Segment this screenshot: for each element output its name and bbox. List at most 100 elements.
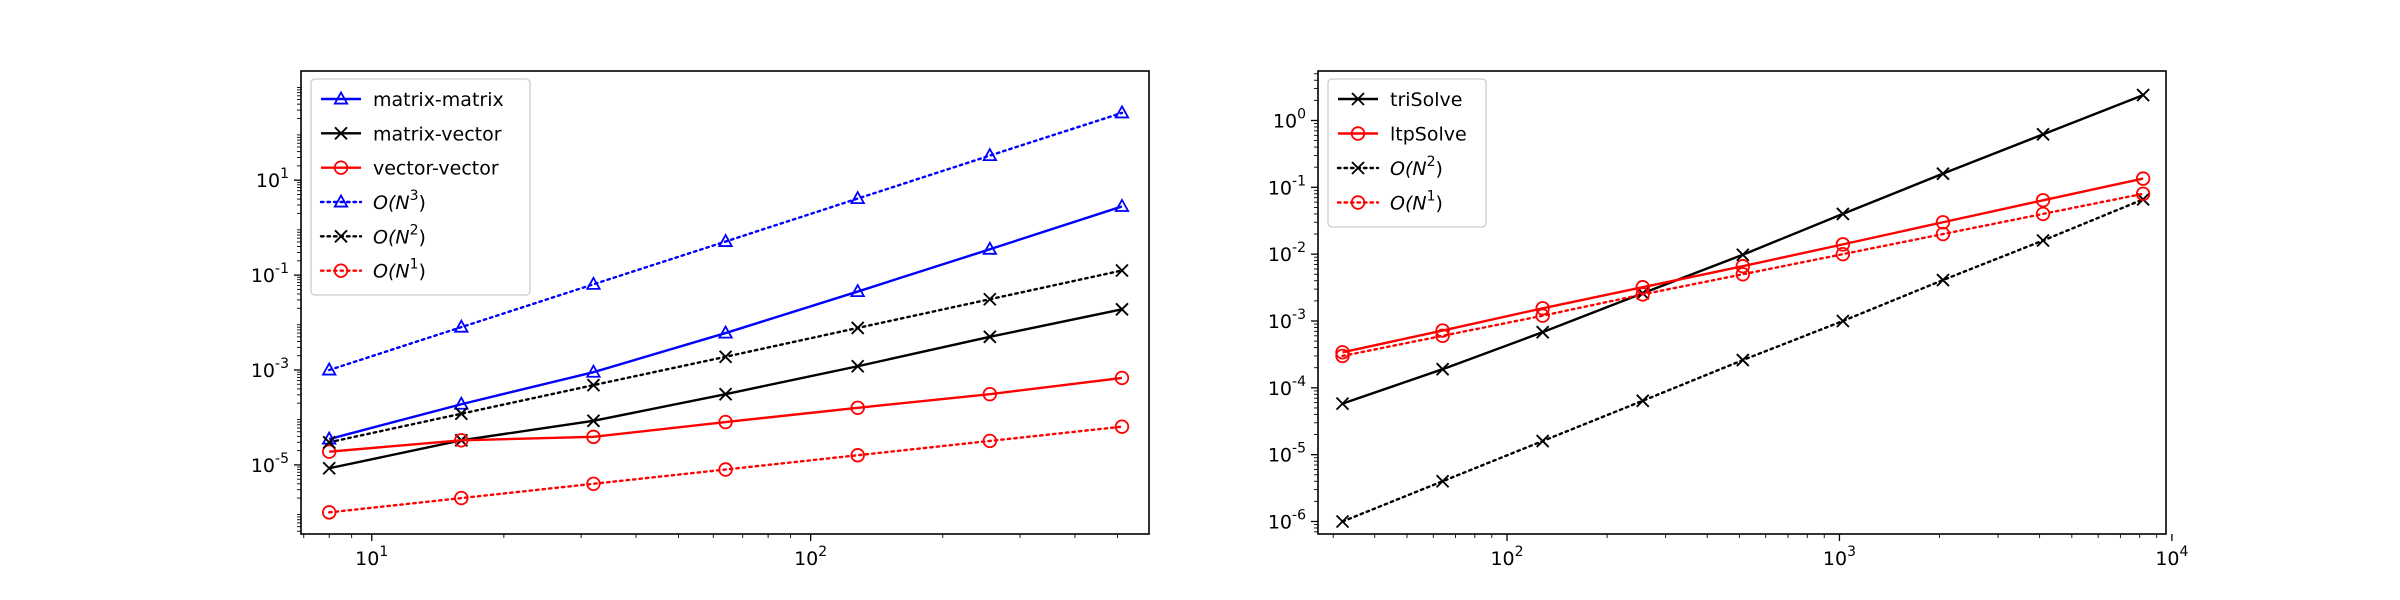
legend-entry: O(N1) (319, 257, 426, 283)
legend-marker (334, 229, 348, 244)
plot-area (321, 104, 1130, 520)
data-point (2036, 233, 2050, 248)
legend-label: vector-vector (373, 158, 499, 180)
data-point (982, 147, 998, 162)
data-point (322, 435, 336, 449)
x-tick-label: 103 (1823, 544, 1856, 570)
data-point (1535, 308, 1550, 323)
x-tick-label: 101 (355, 544, 388, 570)
data-point (585, 275, 602, 290)
data-point (1435, 474, 1450, 488)
data-point (1115, 302, 1129, 316)
data-point (1636, 394, 1650, 408)
data-point (718, 414, 733, 430)
data-point (2035, 206, 2051, 222)
series-O(N^2) (322, 263, 1129, 449)
series-O(N^1) (1335, 186, 2151, 364)
y-tick-label: 10-3 (1268, 307, 1306, 333)
data-point (453, 318, 470, 333)
legend-marker (1350, 126, 1366, 141)
data-point (454, 433, 469, 448)
data-point (585, 363, 602, 378)
data-point (453, 395, 470, 410)
data-point (1936, 167, 1950, 181)
data-point (2036, 127, 2050, 142)
y-tick-label: 10-5 (1268, 441, 1306, 467)
data-point (982, 386, 998, 402)
legend-entry: ltpSolve (1338, 124, 1467, 146)
legend-box (1327, 78, 1487, 228)
legend-marker (333, 160, 349, 175)
y-tick-label: 101 (256, 166, 289, 192)
data-point (851, 359, 865, 373)
data-point (586, 476, 601, 491)
data-point (1935, 226, 1951, 242)
legend-marker (334, 126, 348, 141)
legend-entry: O(N3) (319, 188, 426, 214)
data-point (2135, 186, 2151, 201)
data-point (1836, 207, 1850, 221)
data-point (850, 448, 865, 463)
y-tick-label: 10-1 (251, 261, 289, 287)
y-tick-label: 10-2 (1268, 240, 1306, 266)
data-point (1114, 198, 1130, 212)
data-point (1335, 345, 1350, 360)
data-point (2035, 193, 2051, 208)
series-line (1341, 192, 2145, 358)
series-matrix-vector (322, 302, 1129, 475)
right-chart-panel: 102 103 104 10-6 10-5 10-4 10-3 10-2 10-1 100 triS… (1268, 70, 2189, 570)
legend-entry: matrix-vector (321, 123, 502, 145)
data-point (1835, 237, 1851, 252)
data-point (983, 292, 997, 306)
data-point (586, 378, 601, 392)
data-point (1335, 348, 1350, 364)
legend-entry: O(N2) (1336, 154, 1443, 180)
legend-label: O(N1) (1390, 189, 1443, 215)
legend-marker (333, 263, 349, 278)
series-line (328, 205, 1123, 441)
data-point (1535, 325, 1550, 339)
legend-entry: O(N1) (1336, 189, 1443, 215)
data-point (454, 490, 469, 506)
data-point (2135, 171, 2151, 186)
data-point (1835, 246, 1851, 262)
data-point (2136, 88, 2150, 102)
data-point (850, 400, 865, 415)
legend-entry: vector-vector (321, 158, 499, 180)
legend-marker (1350, 195, 1366, 210)
legend: triSolve ltpSolve O(N2) O(N1) (1327, 78, 1487, 228)
data-point (1635, 287, 1650, 302)
series-O(N^3) (321, 104, 1130, 376)
legend-marker (333, 193, 349, 208)
data-point (1114, 419, 1130, 434)
legend-marker (333, 90, 349, 105)
data-point (1735, 267, 1751, 282)
data-point (1836, 314, 1850, 328)
x-tick-label: 102 (1490, 544, 1523, 570)
series-line (329, 376, 1123, 453)
legend-label: triSolve (1390, 89, 1462, 111)
data-point (718, 462, 733, 477)
legend-marker (1351, 161, 1365, 175)
axes-frame (1317, 70, 2167, 535)
data-point (586, 429, 601, 445)
data-point (850, 190, 866, 205)
axes-frame (300, 70, 1150, 535)
data-point (1736, 248, 1750, 262)
y-tick-label: 10-4 (1268, 374, 1306, 400)
y-tick-label: 10-3 (251, 356, 289, 382)
data-point (851, 321, 865, 335)
y-tick-label: 10-5 (251, 451, 289, 477)
data-point (1114, 370, 1130, 386)
legend-box (310, 78, 531, 296)
data-point (322, 461, 336, 475)
legend-label: O(N3) (373, 188, 426, 214)
data-point (1736, 353, 1750, 367)
legend: matrix-matrix matrix-vector vector-vector O… (310, 78, 531, 296)
data-point (454, 407, 468, 421)
x-tick-label: 102 (794, 544, 827, 570)
data-point (1114, 104, 1130, 119)
data-point (1535, 434, 1550, 448)
x-tick-label: 104 (2155, 544, 2188, 570)
